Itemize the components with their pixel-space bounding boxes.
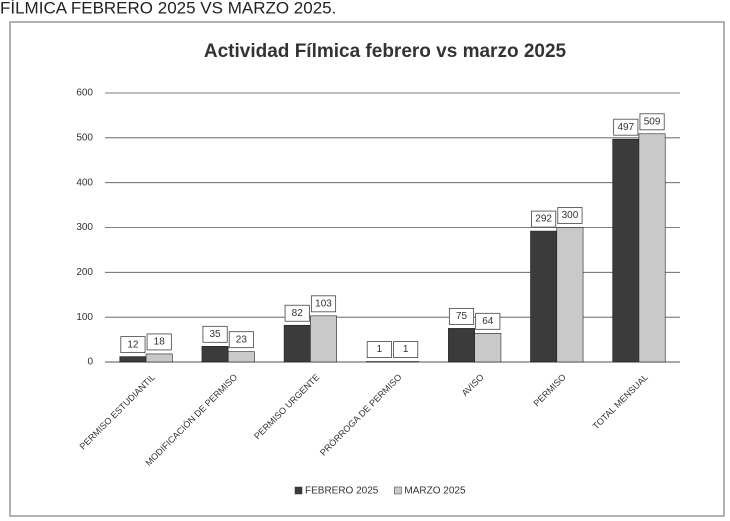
bar <box>556 227 584 363</box>
bar <box>448 328 475 363</box>
value-label-box <box>310 295 337 313</box>
value-label-box <box>531 210 557 228</box>
legend-label: FEBRERO 2025 <box>305 486 379 497</box>
legend-swatch <box>394 486 402 495</box>
value-label-box <box>639 113 665 131</box>
y-tick-label: 200 <box>76 267 93 278</box>
value-label-box <box>120 336 146 354</box>
bar <box>474 333 502 363</box>
value-label: 509 <box>644 116 661 127</box>
value-label: 292 <box>535 214 552 225</box>
value-label: 1 <box>403 344 409 355</box>
value-label-box <box>366 341 392 358</box>
bar <box>283 324 311 363</box>
value-label-box <box>284 304 310 322</box>
bar <box>530 230 558 363</box>
y-tick-label: 100 <box>76 312 93 323</box>
value-label: 75 <box>456 311 468 322</box>
value-label-box <box>557 207 583 224</box>
value-label: 12 <box>127 339 139 350</box>
bar <box>119 356 147 363</box>
value-label: 497 <box>617 122 634 133</box>
value-label-box <box>202 325 228 343</box>
bar <box>638 133 666 363</box>
value-label: 300 <box>562 210 579 221</box>
bar <box>612 138 640 363</box>
value-label: 35 <box>210 329 222 340</box>
value-label-box <box>146 333 172 351</box>
value-label: 82 <box>292 308 304 319</box>
value-label-box <box>448 307 475 325</box>
y-tick-label: 600 <box>76 88 93 99</box>
legend-swatch <box>294 486 303 495</box>
y-tick-label: 400 <box>76 177 93 188</box>
value-label-box <box>393 341 419 358</box>
bar <box>227 351 255 363</box>
bar <box>145 353 173 363</box>
chart-title: Actividad Fílmica febrero vs marzo 2025 <box>204 41 567 62</box>
legend-label: MARZO 2025 <box>404 486 466 497</box>
bar <box>310 315 337 363</box>
bar <box>201 346 229 363</box>
legend: FEBRERO 2025 MARZO 2025 <box>294 486 466 497</box>
page-heading: FÍLMICA FEBRERO 2025 VS MARZO 2025. <box>0 0 336 17</box>
value-label: 103 <box>315 298 332 309</box>
value-label: 23 <box>236 334 248 345</box>
value-label-box <box>475 312 501 330</box>
value-label-box <box>228 331 254 349</box>
value-label-box <box>613 118 639 136</box>
value-label: 18 <box>154 337 166 348</box>
y-tick-label: 0 <box>87 357 93 368</box>
value-label: 64 <box>482 316 494 327</box>
chart-frame <box>9 21 725 517</box>
value-label: 1 <box>377 344 383 355</box>
y-tick-label: 300 <box>76 222 93 233</box>
y-tick-label: 500 <box>76 132 93 143</box>
